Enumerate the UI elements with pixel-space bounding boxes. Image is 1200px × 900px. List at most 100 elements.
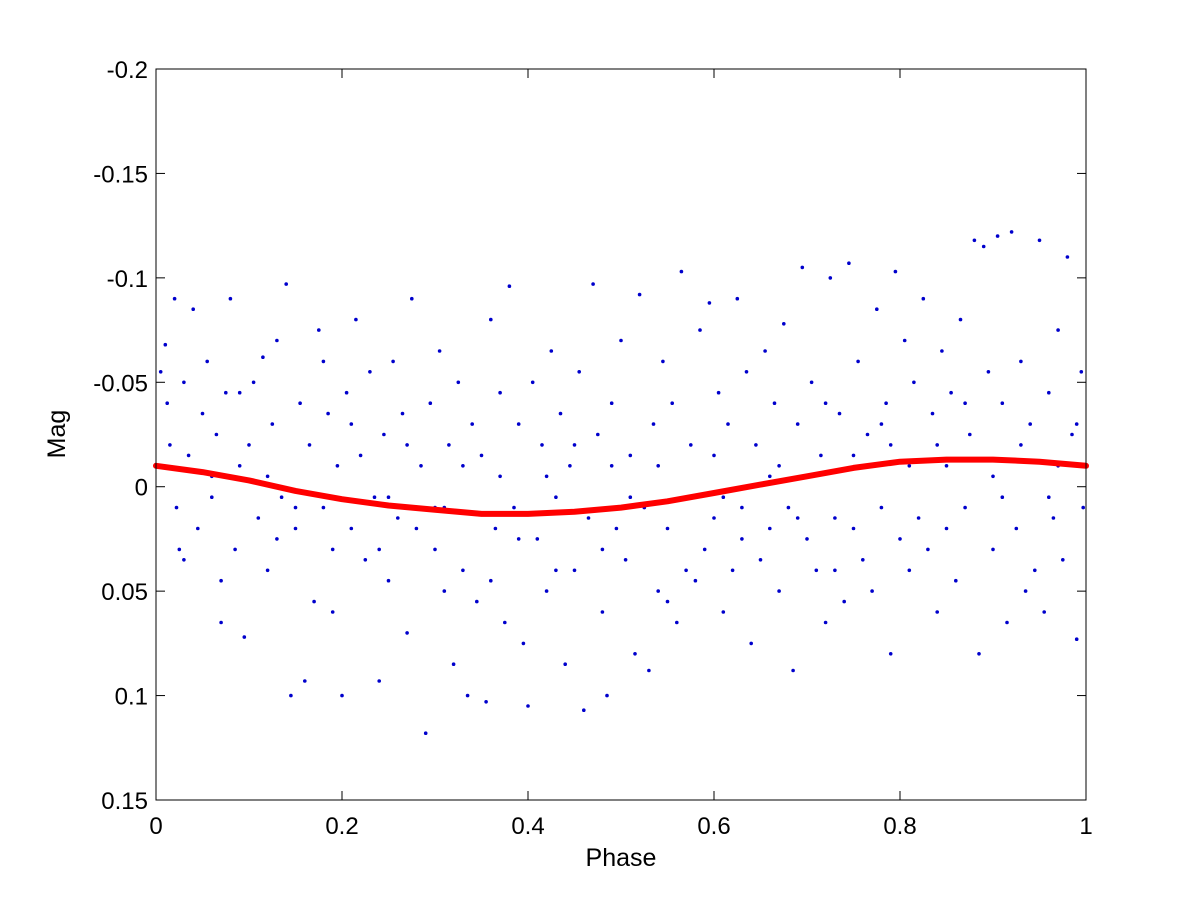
- data-point: [191, 307, 195, 312]
- data-point: [303, 679, 307, 683]
- data-point: [1028, 422, 1032, 426]
- data-point: [1051, 516, 1056, 520]
- data-point: [1037, 238, 1042, 243]
- data-point: [321, 505, 326, 510]
- data-point: [749, 641, 753, 646]
- data-point: [772, 401, 777, 406]
- data-point: [405, 443, 409, 447]
- data-point: [721, 610, 726, 614]
- data-point: [916, 516, 921, 520]
- data-point: [558, 411, 563, 416]
- data-point: [265, 474, 270, 479]
- data-point: [665, 599, 670, 604]
- data-point: [814, 568, 819, 573]
- data-point: [628, 453, 633, 458]
- data-point: [675, 620, 679, 625]
- x-tick-label: 0.8: [883, 813, 916, 840]
- data-point: [410, 296, 414, 301]
- data-point: [861, 558, 865, 562]
- data-point: [475, 599, 479, 604]
- data-point: [763, 349, 767, 353]
- data-point: [530, 380, 535, 385]
- data-point: [637, 292, 642, 297]
- y-tick-label: -0.15: [93, 161, 148, 188]
- data-point: [270, 422, 275, 426]
- data-point: [1056, 328, 1060, 332]
- data-point: [795, 422, 800, 426]
- data-point: [744, 370, 749, 374]
- data-point: [344, 390, 349, 395]
- data-point: [712, 453, 716, 458]
- y-tick-label: 0.15: [101, 788, 148, 815]
- data-point: [716, 390, 721, 395]
- data-point: [1033, 568, 1037, 573]
- data-point: [275, 338, 279, 343]
- data-point: [470, 422, 475, 426]
- data-point: [242, 635, 247, 639]
- data-point: [265, 568, 270, 573]
- data-point: [782, 322, 786, 326]
- data-point: [837, 411, 842, 416]
- data-point: [168, 443, 172, 447]
- data-point: [907, 568, 912, 573]
- data-point: [214, 432, 219, 437]
- data-point: [312, 599, 316, 604]
- data-point: [963, 401, 967, 406]
- y-tick-label: -0.05: [93, 370, 148, 397]
- data-point: [163, 342, 168, 347]
- data-point: [586, 516, 591, 520]
- data-point: [740, 505, 744, 510]
- data-point: [228, 296, 233, 301]
- x-tick-label: 0.4: [511, 813, 544, 840]
- data-point: [479, 453, 484, 458]
- data-point: [493, 526, 498, 531]
- x-tick-label: 0: [149, 813, 162, 840]
- data-point: [247, 443, 251, 447]
- data-point: [554, 495, 558, 500]
- data-point: [972, 238, 977, 243]
- data-point: [568, 464, 572, 468]
- data-point: [795, 516, 800, 520]
- data-point: [1019, 443, 1023, 447]
- data-point: [526, 704, 530, 708]
- data-point: [377, 679, 382, 683]
- data-point: [489, 317, 493, 322]
- data-point: [461, 568, 465, 573]
- data-point: [879, 505, 884, 510]
- data-point: [628, 495, 633, 500]
- data-point: [372, 495, 377, 500]
- data-point: [165, 401, 169, 406]
- data-point: [293, 526, 298, 531]
- data-point: [349, 526, 354, 531]
- data-point: [293, 505, 298, 510]
- data-point: [851, 453, 856, 458]
- data-point: [609, 401, 614, 406]
- data-point: [186, 453, 191, 458]
- data-point: [340, 693, 344, 698]
- data-point: [419, 464, 423, 468]
- data-point: [954, 578, 958, 583]
- data-point: [623, 558, 628, 562]
- data-point: [498, 390, 502, 395]
- data-point: [507, 284, 512, 289]
- data-point: [800, 265, 805, 270]
- data-point: [158, 370, 163, 374]
- data-point: [582, 708, 586, 712]
- data-point: [400, 411, 405, 416]
- data-point: [856, 359, 860, 364]
- data-point: [875, 307, 879, 312]
- data-point: [219, 578, 223, 583]
- data-point: [888, 652, 893, 656]
- data-point: [893, 269, 898, 274]
- data-point: [833, 568, 837, 573]
- data-point: [335, 464, 340, 468]
- data-point: [382, 432, 386, 437]
- data-point: [279, 495, 284, 500]
- y-tick-label: 0.1: [115, 684, 148, 711]
- data-point: [1042, 610, 1046, 614]
- data-point: [1074, 422, 1079, 426]
- data-points: [158, 230, 1085, 735]
- data-point: [442, 589, 447, 593]
- data-point: [786, 505, 791, 510]
